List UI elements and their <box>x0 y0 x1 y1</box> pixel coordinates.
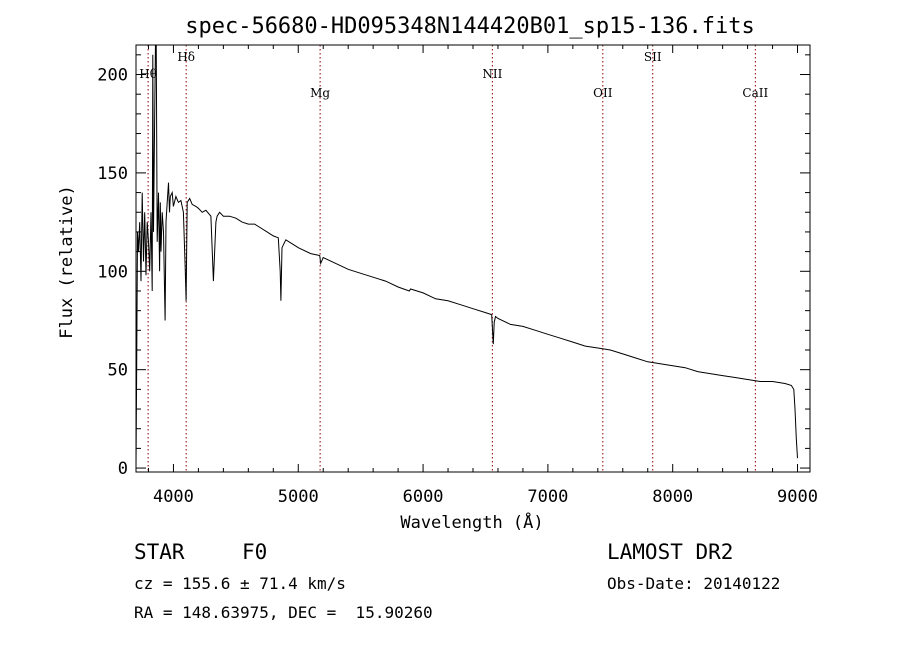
x-tick-label: 7000 <box>527 487 568 507</box>
obs-date-text: Obs-Date: 20140122 <box>607 574 781 593</box>
line-marker-label: OII <box>593 86 613 100</box>
chart-title: spec-56680-HD095348N144420B01_sp15-136.f… <box>185 14 755 39</box>
line-marker-label: CaII <box>742 86 768 100</box>
y-tick-label: 50 <box>108 361 128 381</box>
line-marker-label: Hδ <box>177 50 195 64</box>
x-axis-ticks: 4000 5000 6000 7000 8000 9000 <box>147 45 818 507</box>
y-axis-ticks: 0 50 100 150 200 <box>97 54 810 479</box>
x-tick-label: 6000 <box>403 487 444 507</box>
x-tick-label: 8000 <box>652 487 693 507</box>
survey-name: LAMOST DR2 <box>607 540 734 564</box>
object-type: STAR <box>134 540 185 564</box>
redshift-text: cz = 155.6 ± 71.4 km/s <box>134 574 346 593</box>
line-marker-label: Hθ <box>139 67 157 81</box>
plot-frame <box>135 44 811 473</box>
y-axis-label: Flux (relative) <box>57 185 77 339</box>
x-tick-label: 5000 <box>278 487 319 507</box>
x-tick-label: 9000 <box>777 487 818 507</box>
line-markers <box>147 45 756 472</box>
x-tick-label: 4000 <box>153 487 194 507</box>
y-tick-label: 150 <box>97 164 128 184</box>
line-marker-label: Mg <box>310 86 330 100</box>
object-subclass: F0 <box>242 540 268 564</box>
y-tick-label: 0 <box>118 459 128 479</box>
line-marker-label: NII <box>482 67 502 81</box>
spectrum-line <box>136 45 798 469</box>
y-tick-label: 100 <box>97 262 128 282</box>
line-marker-label: SII <box>644 50 662 64</box>
y-tick-label: 200 <box>97 66 128 86</box>
coordinates-text: RA = 148.63975, DEC = 15.90260 <box>134 603 433 622</box>
line-marker-labels: Hθ Hδ Mg NII OII SII CaII <box>139 50 768 100</box>
x-axis-label: Wavelength (Å) <box>400 511 543 533</box>
